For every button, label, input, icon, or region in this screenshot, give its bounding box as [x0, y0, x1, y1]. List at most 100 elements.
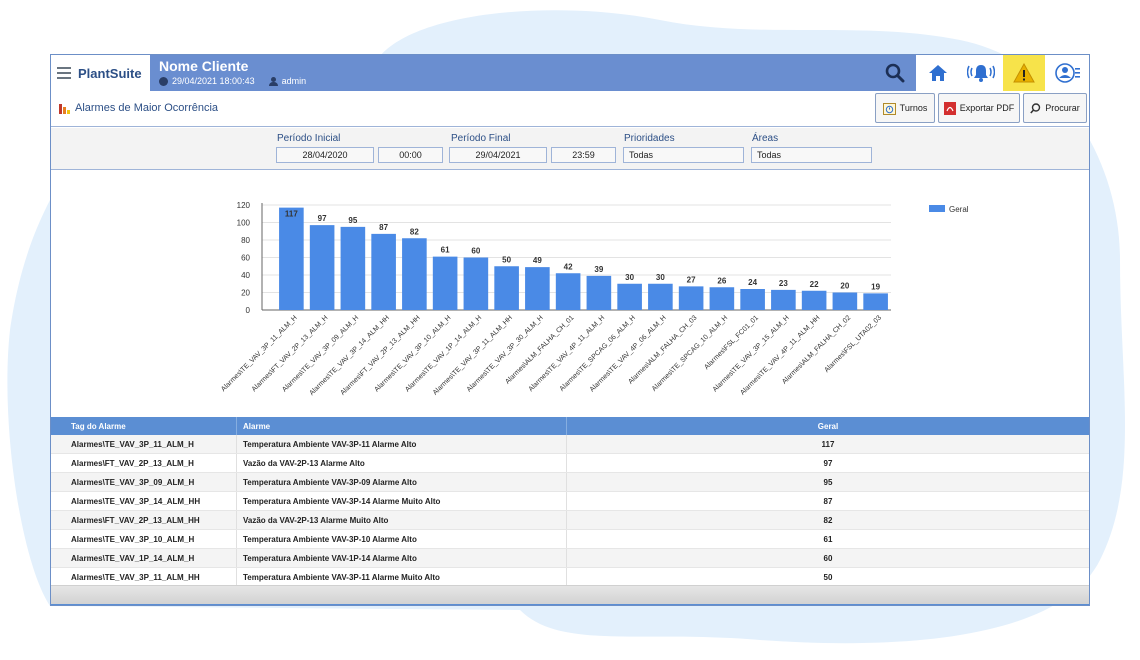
export-pdf-label: Exportar PDF: [959, 103, 1015, 113]
search-icon: [885, 63, 904, 83]
cell-alarm: Vazão da VAV-2P-13 Alarme Alto: [237, 454, 567, 472]
cell-tag: Alarmes\TE_VAV_3P_11_ALM_HH: [51, 568, 237, 586]
period-start-date-field[interactable]: 28/04/2020: [276, 147, 374, 163]
period-start-label: Período Inicial: [277, 133, 341, 144]
col-header-tag[interactable]: Tag do Alarme: [51, 417, 237, 435]
bar: [279, 207, 304, 310]
y-tick-label: 120: [237, 201, 251, 210]
top-bar: PlantSuite Nome Cliente 29/04/2021 18:00…: [51, 55, 1089, 91]
user-icon: [268, 76, 278, 86]
bar: [863, 293, 888, 310]
brand: PlantSuite: [51, 55, 151, 91]
data-label: 30: [656, 273, 665, 282]
chart-area: 0 20 40 60 80 100 120 117 Alarmes\TE_VAV_3P_11_A…: [51, 171, 1089, 417]
data-label: 50: [502, 255, 511, 264]
y-tick-label: 40: [241, 271, 250, 280]
y-tick-label: 60: [241, 254, 250, 263]
cell-count: 87: [823, 496, 833, 506]
period-end-label: Período Final: [451, 133, 511, 144]
current-user: admin: [281, 76, 307, 86]
home-button[interactable]: [916, 55, 959, 91]
areas-select[interactable]: Todas: [751, 147, 872, 163]
bar: [586, 275, 612, 310]
cell-count: 50: [823, 572, 833, 582]
data-label: 42: [564, 262, 573, 271]
warning-button[interactable]: [1002, 55, 1045, 91]
col-header-count[interactable]: Geral: [817, 421, 839, 431]
cell-count: 61: [823, 534, 833, 544]
cell-tag: Alarmes\FT_VAV_2P_13_ALM_H: [51, 454, 237, 472]
menu-icon[interactable]: [57, 67, 71, 79]
table-row[interactable]: Alarmes\TE_VAV_1P_14_ALM_H Temperatura Am…: [51, 549, 1089, 568]
table-row[interactable]: Alarmes\TE_VAV_3P_09_ALM_H Temperatura Am…: [51, 473, 1089, 492]
bar: [494, 266, 519, 310]
data-label: 23: [779, 279, 788, 288]
data-label: 27: [687, 275, 696, 284]
brand-name: PlantSuite: [78, 65, 142, 81]
report-chart-icon: [59, 104, 70, 114]
data-label: 95: [348, 216, 357, 225]
period-start-time-field[interactable]: 00:00: [378, 147, 443, 163]
cell-alarm: Vazão da VAV-2P-13 Alarme Muito Alto: [237, 511, 567, 529]
shifts-button[interactable]: Turnos: [875, 93, 935, 123]
bar: [402, 238, 427, 310]
title-row: Alarmes de Maior Ocorrência Turnos Expor…: [51, 91, 1089, 127]
shifts-label: Turnos: [899, 103, 928, 113]
bar: [525, 267, 550, 310]
table-header: Tag do Alarme Alarme Geral: [51, 417, 1089, 435]
search-button[interactable]: [873, 55, 916, 91]
cell-alarm: Temperatura Ambiente VAV-1P-14 Alarme Al…: [237, 549, 567, 567]
cell-alarm: Temperatura Ambiente VAV-3P-09 Alarme Al…: [237, 473, 567, 491]
bar: [740, 289, 765, 310]
data-label: 97: [318, 214, 327, 223]
bar: [771, 289, 796, 310]
client-info: Nome Cliente 29/04/2021 18:00:43 admin: [159, 58, 306, 86]
period-end-date-field[interactable]: 29/04/2021: [449, 147, 547, 163]
y-tick-label: 80: [241, 236, 250, 245]
cell-count: 60: [823, 553, 833, 563]
cell-count: 97: [823, 458, 833, 468]
client-meta: 29/04/2021 18:00:43 admin: [159, 76, 306, 86]
user-settings-button[interactable]: [1045, 55, 1089, 91]
cell-tag: Alarmes\TE_VAV_1P_14_ALM_H: [51, 549, 237, 567]
data-label: 30: [625, 273, 634, 282]
procurar-button[interactable]: Procurar: [1023, 93, 1087, 123]
bar: [801, 290, 827, 310]
data-label: 20: [840, 282, 849, 291]
export-pdf-button[interactable]: Exportar PDF: [938, 93, 1020, 123]
col-header-alarm[interactable]: Alarme: [237, 417, 567, 435]
alarm-bell-button[interactable]: [959, 55, 1002, 91]
bar: [309, 225, 335, 310]
table-row[interactable]: Alarmes\TE_VAV_3P_11_ALM_H Temperatura Am…: [51, 435, 1089, 454]
footer-bar: [51, 585, 1089, 605]
table-row[interactable]: Alarmes\TE_VAV_3P_10_ALM_H Temperatura Am…: [51, 530, 1089, 549]
bar: [678, 286, 704, 310]
cell-tag: Alarmes\TE_VAV_3P_14_ALM_HH: [51, 492, 237, 510]
data-label: 19: [871, 282, 880, 291]
bar-chart: 020406080100120117Alarmes\TE_VAV_3P_11_A…: [220, 201, 969, 397]
bar: [617, 283, 642, 310]
cell-alarm: Temperatura Ambiente VAV-3P-10 Alarme Al…: [237, 530, 567, 548]
y-tick-label: 20: [241, 289, 250, 298]
cell-alarm: Temperatura Ambiente VAV-3P-11 Alarme Mu…: [237, 568, 567, 586]
bar: [463, 257, 489, 310]
current-datetime: 29/04/2021 18:00:43: [172, 76, 255, 86]
table-row[interactable]: Alarmes\FT_VAV_2P_13_ALM_H Vazão da VAV-2…: [51, 454, 1089, 473]
magnifier-icon: [1030, 102, 1041, 114]
x-tick-label: Alarmes\FSL_UTA02_03: [823, 314, 883, 374]
bar: [340, 226, 366, 310]
priorities-select[interactable]: Todas: [623, 147, 744, 163]
cell-count: 117: [821, 439, 835, 449]
client-name: Nome Cliente: [159, 58, 249, 74]
data-label: 24: [748, 278, 757, 287]
period-end-time-field[interactable]: 23:59: [551, 147, 616, 163]
table-body: Alarmes\TE_VAV_3P_11_ALM_H Temperatura Am…: [51, 435, 1089, 587]
table-row[interactable]: Alarmes\FT_VAV_2P_13_ALM_HH Vazão da VAV-…: [51, 511, 1089, 530]
alarm-bell-icon: [967, 65, 995, 82]
pdf-icon: [943, 101, 956, 115]
table-row[interactable]: Alarmes\TE_VAV_3P_14_ALM_HH Temperatura A…: [51, 492, 1089, 511]
user-settings-icon: [1054, 63, 1080, 83]
bar: [832, 292, 858, 310]
procurar-label: Procurar: [1045, 103, 1080, 113]
bar: [555, 273, 581, 310]
